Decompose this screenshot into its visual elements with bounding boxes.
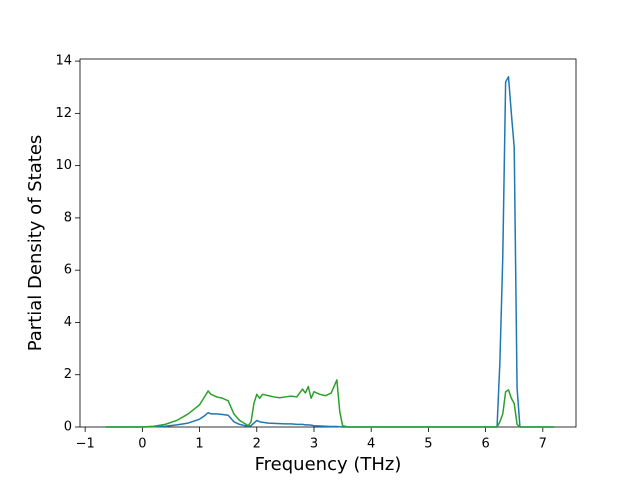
x-tick-label: −1	[76, 437, 95, 452]
data-line	[105, 379, 555, 428]
y-tick-label: 10	[55, 158, 72, 173]
x-tick-label: 2	[253, 437, 261, 452]
x-tick-label: 3	[310, 437, 318, 452]
y-tick-label: 14	[55, 54, 72, 69]
y-tick-label: 2	[64, 367, 72, 382]
y-tick-label: 4	[64, 315, 72, 330]
x-tick-label: 1	[195, 437, 203, 452]
y-tick-label: 0	[64, 420, 72, 435]
y-axis-label: Partial Density of States	[25, 135, 46, 352]
y-tick-label: 12	[55, 106, 72, 121]
plot-frame	[79, 58, 577, 428]
x-tick-label: 6	[481, 437, 489, 452]
data-line	[105, 76, 555, 428]
y-tick-label: 6	[64, 263, 72, 278]
y-tick-label: 8	[64, 210, 72, 225]
x-tick-label: 7	[539, 437, 547, 452]
x-axis-label: Frequency (THz)	[255, 454, 402, 475]
x-tick-label: 4	[367, 437, 375, 452]
x-tick-label: 5	[424, 437, 432, 452]
x-tick-label: 0	[138, 437, 146, 452]
